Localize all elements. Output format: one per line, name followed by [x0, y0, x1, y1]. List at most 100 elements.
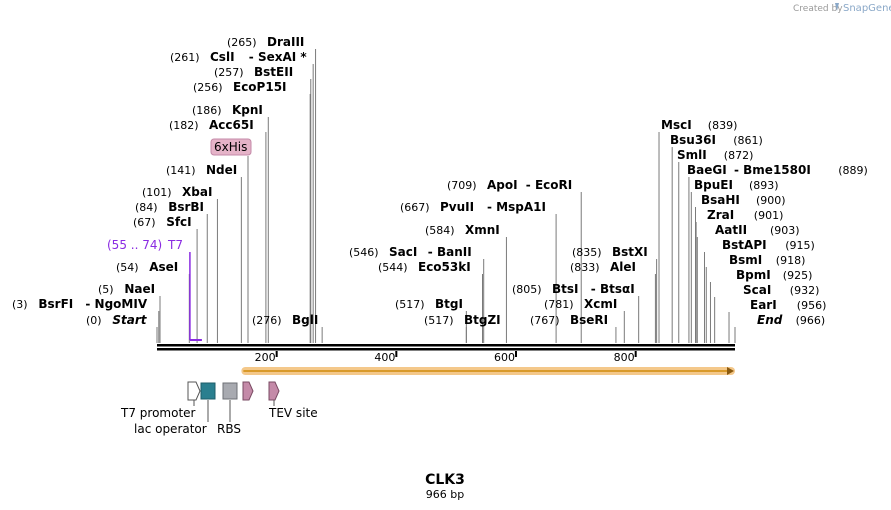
site-name: XbaI	[182, 185, 212, 199]
site-bsu36i[interactable]: Bsu36I (861)	[670, 133, 763, 147]
site-position: (956)	[797, 299, 827, 312]
site-name: BstXI	[612, 245, 648, 259]
tev-site-label: TEV site	[268, 406, 318, 420]
site-name: BsrFI	[38, 297, 73, 311]
site-position: (709)	[447, 179, 477, 192]
site-bsrfi[interactable]: (3) BsrFI - NgoMIV	[12, 297, 148, 311]
site-name: ZraI	[707, 208, 734, 222]
site-ndei[interactable]: (141) NdeI	[166, 163, 237, 177]
site-name: BaeGI	[687, 163, 727, 177]
axis-ticks: 200 400 600 800	[255, 351, 637, 364]
site-position: (835)	[572, 246, 602, 259]
6xhis-feature-icon[interactable]	[242, 381, 254, 401]
site-position: (903)	[770, 224, 800, 237]
site-bseri[interactable]: (767) BseRI	[530, 313, 608, 327]
site-saci[interactable]: (546) SacI - BanII	[349, 245, 472, 259]
site-position: (265)	[227, 36, 257, 49]
site-position: (872)	[724, 149, 754, 162]
site-name: ScaI	[743, 283, 771, 297]
site-bpmi[interactable]: BpmI (925)	[736, 268, 812, 282]
site-bsteii[interactable]: (257) BstEII	[214, 65, 293, 79]
site-bgli[interactable]: (276) BglI	[252, 313, 318, 327]
axis-tick-label: 200	[255, 351, 276, 364]
axis-tick-mark	[395, 351, 398, 357]
site-bstapi[interactable]: BstAPI (915)	[722, 238, 815, 252]
site-position: (5)	[98, 283, 114, 296]
site-name: SacI	[389, 245, 417, 259]
site-position: (833)	[570, 261, 600, 274]
site-name: EarI	[750, 298, 777, 312]
site-name: ApoI	[487, 178, 518, 192]
site-end[interactable]: End (966)	[757, 313, 825, 327]
site-aatii[interactable]: AatII (903)	[715, 223, 800, 237]
primer-range: (55 .. 74)	[107, 238, 162, 252]
site-bstxi[interactable]: (835) BstXI	[572, 245, 648, 259]
site-draiii[interactable]: (265) DraIII	[227, 35, 304, 49]
site-alt-name: - Bme1580I	[734, 163, 811, 177]
site-apoi[interactable]: (709) ApoI - EcoRI	[447, 178, 572, 192]
site-position: (915)	[785, 239, 815, 252]
site-bpuei[interactable]: BpuEI (893)	[694, 178, 779, 192]
site-xcmi[interactable]: (781) XcmI	[544, 297, 617, 311]
orf-arrow[interactable]	[241, 367, 735, 375]
site-name: SfcI	[166, 215, 191, 229]
lac-operator-icon[interactable]	[200, 382, 216, 400]
site-btgzi[interactable]: (517) BtgZI	[424, 313, 501, 327]
site-btgi[interactable]: (517) BtgI	[395, 297, 463, 311]
backbone-top-strand	[157, 344, 735, 347]
site-sfci[interactable]: (67) SfcI	[133, 215, 192, 229]
site-pvuii[interactable]: (667) PvuII - MspA1I	[400, 200, 546, 214]
site-btsi[interactable]: (805) BtsI - BtsαI	[512, 282, 635, 296]
site-asei[interactable]: (54) AseI	[116, 260, 178, 274]
site-xmni[interactable]: (584) XmnI	[425, 223, 500, 237]
site-position: (517)	[395, 298, 425, 311]
site-position: (67)	[133, 216, 156, 229]
site-name: PvuII	[440, 200, 474, 214]
primer-t7[interactable]: (55 .. 74) T7	[107, 238, 202, 341]
site-zrai[interactable]: ZraI (901)	[707, 208, 783, 222]
site-name: DraIII	[267, 35, 304, 49]
site-labels: (0) Start(3) BsrFI - NgoMIV(5) NaeI(54) AseI(…	[12, 35, 868, 327]
site-position: (918)	[776, 254, 806, 267]
site-position: (261)	[170, 51, 200, 64]
site-xbai[interactable]: (101) XbaI	[142, 185, 212, 199]
sequence-name: CLK3	[425, 472, 465, 488]
site-kpni[interactable]: (186) KpnI	[192, 103, 263, 117]
site-eari[interactable]: EarI (956)	[750, 298, 826, 312]
site-position: (925)	[783, 269, 813, 282]
site-name: XmnI	[465, 223, 500, 237]
site-alt-name: - SexAI *	[249, 50, 308, 64]
site-bsrbi[interactable]: (84) BsrBI	[135, 200, 204, 214]
site-name: BtgI	[435, 297, 463, 311]
axis-tick-label: 800	[614, 351, 635, 364]
site-csli[interactable]: (261) CslI - SexAI *	[170, 50, 307, 64]
site-msci[interactable]: MscI (839)	[661, 118, 737, 132]
rbs-icon[interactable]	[222, 382, 238, 400]
lac-operator-label: lac operator	[134, 422, 207, 436]
site-alt-name: - BtsαI	[591, 282, 635, 296]
site-position: (544)	[378, 261, 408, 274]
site-position: (932)	[790, 284, 820, 297]
site-name: BseRI	[570, 313, 608, 327]
site-bsmi[interactable]: BsmI (918)	[729, 253, 805, 267]
site-baegi[interactable]: BaeGI - Bme1580I (889)	[687, 163, 868, 177]
tag-6xhis[interactable]: 6xHis	[210, 138, 252, 156]
site-alt-name: - BanII	[428, 245, 472, 259]
site-scai[interactable]: ScaI (932)	[743, 283, 819, 297]
snapgene-logo: SnapGene	[843, 3, 891, 14]
t7-promoter-label: T7 promoter	[120, 406, 196, 420]
site-smli[interactable]: SmlI (872)	[677, 148, 753, 162]
site-alei[interactable]: (833) AleI	[570, 260, 636, 274]
axis-tick-mark	[634, 351, 637, 357]
site-start[interactable]: (0) Start	[86, 313, 148, 327]
site-naei[interactable]: (5) NaeI	[98, 282, 155, 296]
t7-promoter-icon[interactable]	[187, 381, 201, 401]
site-acc65i[interactable]: (182) Acc65I	[169, 118, 254, 132]
site-position: (584)	[425, 224, 455, 237]
site-eco53ki[interactable]: (544) Eco53kI	[378, 260, 471, 274]
site-ecop15i[interactable]: (256) EcoP15I	[193, 80, 287, 94]
site-bsahi[interactable]: BsaHI (900)	[701, 193, 786, 207]
site-name: BsrBI	[168, 200, 204, 214]
tev-site-icon[interactable]	[268, 381, 280, 401]
